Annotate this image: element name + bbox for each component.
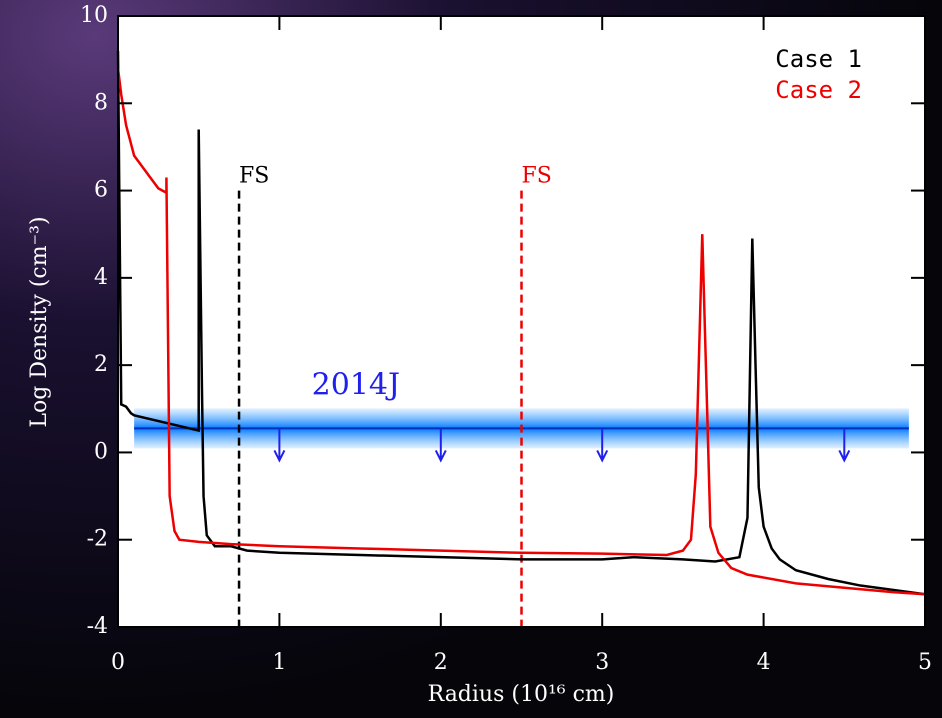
y-tick-label: -4 bbox=[87, 614, 108, 639]
x-tick-label: 2 bbox=[434, 650, 448, 675]
y-tick-label: 8 bbox=[94, 90, 108, 115]
band-label: 2014J bbox=[312, 367, 400, 402]
upper-limit-arrow bbox=[838, 428, 851, 463]
y-tick-label: -2 bbox=[87, 527, 108, 552]
fs-label: FS bbox=[522, 164, 552, 189]
x-tick-label: 3 bbox=[595, 650, 609, 675]
y-tick-label: 2 bbox=[94, 352, 108, 377]
x-tick-label: 0 bbox=[111, 650, 125, 675]
x-tick-label: 4 bbox=[757, 650, 771, 675]
legend-label: Case 1 bbox=[775, 45, 862, 73]
plot-frame bbox=[117, 15, 926, 628]
x-tick-label: 1 bbox=[272, 650, 286, 675]
data-line bbox=[116, 68, 926, 596]
x-tick-label: 5 bbox=[918, 650, 932, 675]
y-tick-label: 10 bbox=[80, 3, 108, 28]
data-line bbox=[116, 50, 926, 596]
y-tick-label: 6 bbox=[94, 178, 108, 203]
upper-limit-arrow bbox=[273, 428, 286, 463]
y-tick-label: 4 bbox=[94, 265, 108, 290]
fs-label: FS bbox=[239, 164, 269, 189]
y-axis-label: Log Density (cm⁻³) bbox=[27, 216, 52, 427]
y-tick-label: 0 bbox=[94, 439, 108, 464]
legend-label: Case 2 bbox=[775, 76, 862, 104]
upper-limit-arrow bbox=[596, 428, 609, 463]
upper-limit-arrow bbox=[434, 428, 447, 463]
x-axis-label: Radius (10¹⁶ cm) bbox=[428, 682, 615, 707]
